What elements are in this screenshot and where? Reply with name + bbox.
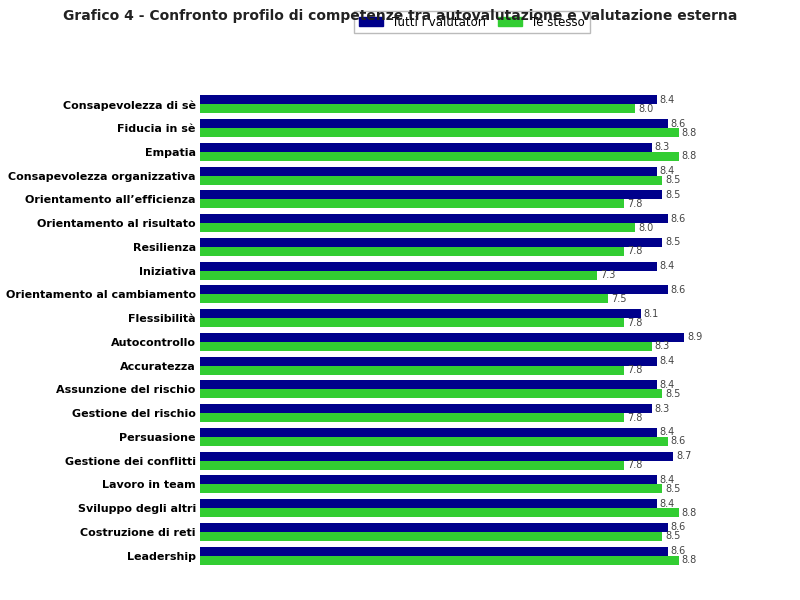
Text: 8.5: 8.5 [665, 531, 681, 541]
Bar [200, 380, 657, 389]
Bar [200, 437, 668, 446]
Text: 7.8: 7.8 [627, 247, 642, 256]
Text: 8.6: 8.6 [670, 436, 686, 446]
Text: 8.4: 8.4 [660, 475, 675, 485]
Bar [200, 262, 657, 271]
Text: 7.8: 7.8 [627, 199, 642, 209]
Text: 8.4: 8.4 [660, 380, 675, 390]
Bar [200, 104, 635, 113]
Bar [200, 356, 657, 365]
Bar [200, 365, 624, 374]
Text: 8.6: 8.6 [670, 119, 686, 129]
Text: 7.8: 7.8 [627, 317, 642, 328]
Text: 8.8: 8.8 [682, 128, 697, 138]
Bar [200, 176, 662, 185]
Bar [200, 199, 624, 208]
Bar [200, 452, 674, 461]
Bar [200, 556, 678, 565]
Text: 8.3: 8.3 [654, 142, 670, 152]
Bar [200, 238, 662, 247]
Bar [200, 223, 635, 232]
Text: 8.4: 8.4 [660, 261, 675, 271]
Text: 8.6: 8.6 [670, 546, 686, 556]
Bar [200, 413, 624, 422]
Bar [200, 143, 651, 152]
Bar [200, 295, 608, 304]
Bar [200, 499, 657, 508]
Bar [200, 95, 657, 104]
Text: 8.4: 8.4 [660, 499, 675, 509]
Bar [200, 547, 668, 556]
Bar [200, 167, 657, 176]
Text: 7.8: 7.8 [627, 413, 642, 422]
Bar [200, 428, 657, 437]
Text: 7.5: 7.5 [610, 294, 626, 304]
Bar [200, 119, 668, 128]
Bar [200, 523, 668, 532]
Text: 8.5: 8.5 [665, 389, 681, 399]
Bar [200, 286, 668, 295]
Text: 8.5: 8.5 [665, 484, 681, 494]
Text: 8.8: 8.8 [682, 555, 697, 565]
Bar [200, 309, 641, 318]
Bar [200, 508, 678, 517]
Bar [200, 247, 624, 256]
Text: 8.9: 8.9 [687, 332, 702, 343]
Text: 8.6: 8.6 [670, 214, 686, 224]
Text: 8.7: 8.7 [676, 451, 691, 461]
Bar [200, 342, 651, 351]
Text: 8.0: 8.0 [638, 223, 653, 233]
Bar [200, 318, 624, 327]
Text: 8.4: 8.4 [660, 95, 675, 105]
Bar [200, 532, 662, 541]
Text: 7.8: 7.8 [627, 460, 642, 470]
Text: 8.5: 8.5 [665, 190, 681, 200]
Text: 7.8: 7.8 [627, 365, 642, 375]
Bar [200, 389, 662, 398]
Text: 7.3: 7.3 [600, 270, 615, 280]
Bar [200, 128, 678, 137]
Bar [200, 333, 684, 342]
Text: 8.0: 8.0 [638, 104, 653, 114]
Text: 8.3: 8.3 [654, 404, 670, 413]
Text: 8.4: 8.4 [660, 356, 675, 366]
Legend: Tutti i valutatori, Te stesso: Tutti i valutatori, Te stesso [354, 11, 590, 33]
Text: 8.6: 8.6 [670, 285, 686, 295]
Bar [200, 152, 678, 161]
Bar [200, 190, 662, 199]
Text: 8.6: 8.6 [670, 522, 686, 532]
Text: 8.4: 8.4 [660, 427, 675, 437]
Bar [200, 404, 651, 413]
Text: 8.4: 8.4 [660, 166, 675, 176]
Bar [200, 475, 657, 484]
Text: 8.8: 8.8 [682, 508, 697, 518]
Text: 8.1: 8.1 [643, 308, 658, 319]
Text: 8.5: 8.5 [665, 238, 681, 247]
Bar [200, 271, 597, 280]
Bar [200, 484, 662, 493]
Text: 8.5: 8.5 [665, 175, 681, 185]
Text: 8.3: 8.3 [654, 341, 670, 352]
Bar [200, 214, 668, 223]
Text: Grafico 4 - Confronto profilo di competenze tra autovalutazione e valutazione es: Grafico 4 - Confronto profilo di compete… [63, 9, 737, 23]
Text: 8.8: 8.8 [682, 151, 697, 161]
Bar [200, 461, 624, 470]
